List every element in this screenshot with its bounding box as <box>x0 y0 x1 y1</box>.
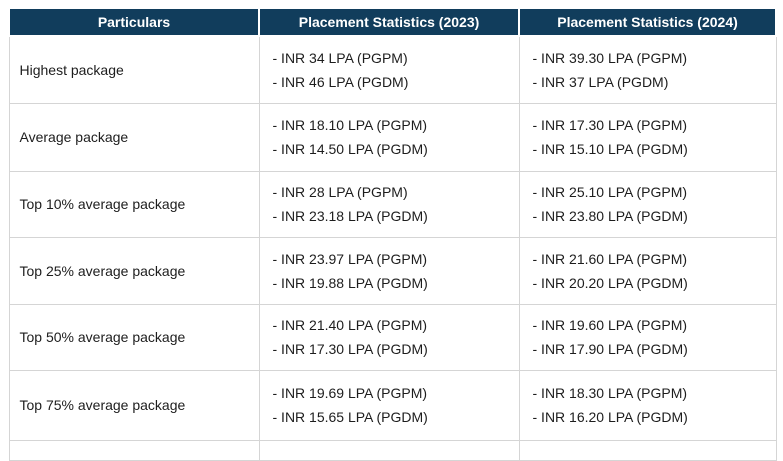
stat-line: - INR 34 LPA (PGPM) <box>272 49 408 66</box>
stat-line: - INR 37 LPA (PGDM) <box>532 73 669 90</box>
particular-cell-empty <box>8 439 260 461</box>
stat-line: - INR 17.90 LPA (PGDM) <box>532 341 688 357</box>
stat-line: - INR 14.50 LPA (PGDM) <box>272 141 428 157</box>
stats-2023-cell: - INR 23.97 LPA (PGPM) - INR 19.88 LPA (… <box>258 236 520 305</box>
stat-line: - INR 25.10 LPA (PGPM) <box>532 184 688 200</box>
header-placement-2024: Placement Statistics (2024) <box>518 7 777 37</box>
stat-line: - INR 19.60 LPA (PGPM) <box>532 317 688 333</box>
stats-2024-cell: - INR 25.10 LPA (PGPM) - INR 23.80 LPA (… <box>518 170 777 238</box>
particular-cell: Average package <box>8 102 260 172</box>
stat-line: - INR 23.97 LPA (PGPM) <box>272 250 428 267</box>
stat-line: - INR 15.65 LPA (PGDM) <box>272 409 428 425</box>
stats-2023-cell: - INR 34 LPA (PGPM) - INR 46 LPA (PGDM) <box>258 35 520 104</box>
table-row: Top 10% average package - INR 28 LPA (PG… <box>8 170 777 238</box>
table-row: Highest package - INR 34 LPA (PGPM) - IN… <box>8 35 777 104</box>
stats-2023-cell: - INR 18.10 LPA (PGPM) - INR 14.50 LPA (… <box>258 102 520 172</box>
stats-2024-cell: - INR 18.30 LPA (PGPM) - INR 16.20 LPA (… <box>518 369 777 441</box>
stats-2023-cell: - INR 19.69 LPA (PGPM) - INR 15.65 LPA (… <box>258 369 520 441</box>
placement-statistics-table: Particulars Placement Statistics (2023) … <box>8 7 777 461</box>
stat-line: - INR 19.69 LPA (PGPM) <box>272 385 428 401</box>
stat-line: - INR 23.18 LPA (PGDM) <box>272 208 428 224</box>
stats-2024-cell: - INR 17.30 LPA (PGPM) - INR 15.10 LPA (… <box>518 102 777 172</box>
placement-statistics-table-wrap: Particulars Placement Statistics (2023) … <box>8 7 777 461</box>
stat-line: - INR 19.88 LPA (PGDM) <box>272 274 428 291</box>
stat-line: - INR 18.10 LPA (PGPM) <box>272 117 428 133</box>
stats-2023-cell: - INR 21.40 LPA (PGPM) - INR 17.30 LPA (… <box>258 303 520 371</box>
stat-line: - INR 46 LPA (PGDM) <box>272 73 409 90</box>
stats-2024-cell: - INR 21.60 LPA (PGPM) - INR 20.20 LPA (… <box>518 236 777 305</box>
stat-line: - INR 15.10 LPA (PGDM) <box>532 141 688 157</box>
stats-2023-cell-empty <box>258 439 520 461</box>
stats-2023-cell: - INR 28 LPA (PGPM) - INR 23.18 LPA (PGD… <box>258 170 520 238</box>
particular-cell: Top 25% average package <box>8 236 260 305</box>
stat-line: - INR 18.30 LPA (PGPM) <box>532 385 688 401</box>
particular-cell: Highest package <box>8 35 260 104</box>
table-row: Top 50% average package - INR 21.40 LPA … <box>8 303 777 371</box>
stat-line: - INR 17.30 LPA (PGDM) <box>272 341 428 357</box>
table-row-partial <box>8 439 777 461</box>
header-placement-2023: Placement Statistics (2023) <box>258 7 520 37</box>
stat-line: - INR 21.40 LPA (PGPM) <box>272 317 428 333</box>
stats-2024-cell: - INR 39.30 LPA (PGPM) - INR 37 LPA (PGD… <box>518 35 777 104</box>
stat-line: - INR 28 LPA (PGPM) <box>272 184 408 200</box>
stat-line: - INR 20.20 LPA (PGDM) <box>532 274 688 291</box>
stat-line: - INR 17.30 LPA (PGPM) <box>532 117 688 133</box>
particular-cell: Top 10% average package <box>8 170 260 238</box>
stat-line: - INR 21.60 LPA (PGPM) <box>532 250 688 267</box>
stat-line: - INR 39.30 LPA (PGPM) <box>532 49 688 66</box>
particular-cell: Top 50% average package <box>8 303 260 371</box>
particular-cell: Top 75% average package <box>8 369 260 441</box>
table-row: Top 25% average package - INR 23.97 LPA … <box>8 236 777 305</box>
table-header-row: Particulars Placement Statistics (2023) … <box>8 7 777 37</box>
stats-2024-cell-empty <box>518 439 777 461</box>
table-row: Average package - INR 18.10 LPA (PGPM) -… <box>8 102 777 172</box>
header-particulars: Particulars <box>8 7 260 37</box>
stat-line: - INR 16.20 LPA (PGDM) <box>532 409 688 425</box>
stat-line: - INR 23.80 LPA (PGDM) <box>532 208 688 224</box>
table-row: Top 75% average package - INR 19.69 LPA … <box>8 369 777 441</box>
stats-2024-cell: - INR 19.60 LPA (PGPM) - INR 17.90 LPA (… <box>518 303 777 371</box>
